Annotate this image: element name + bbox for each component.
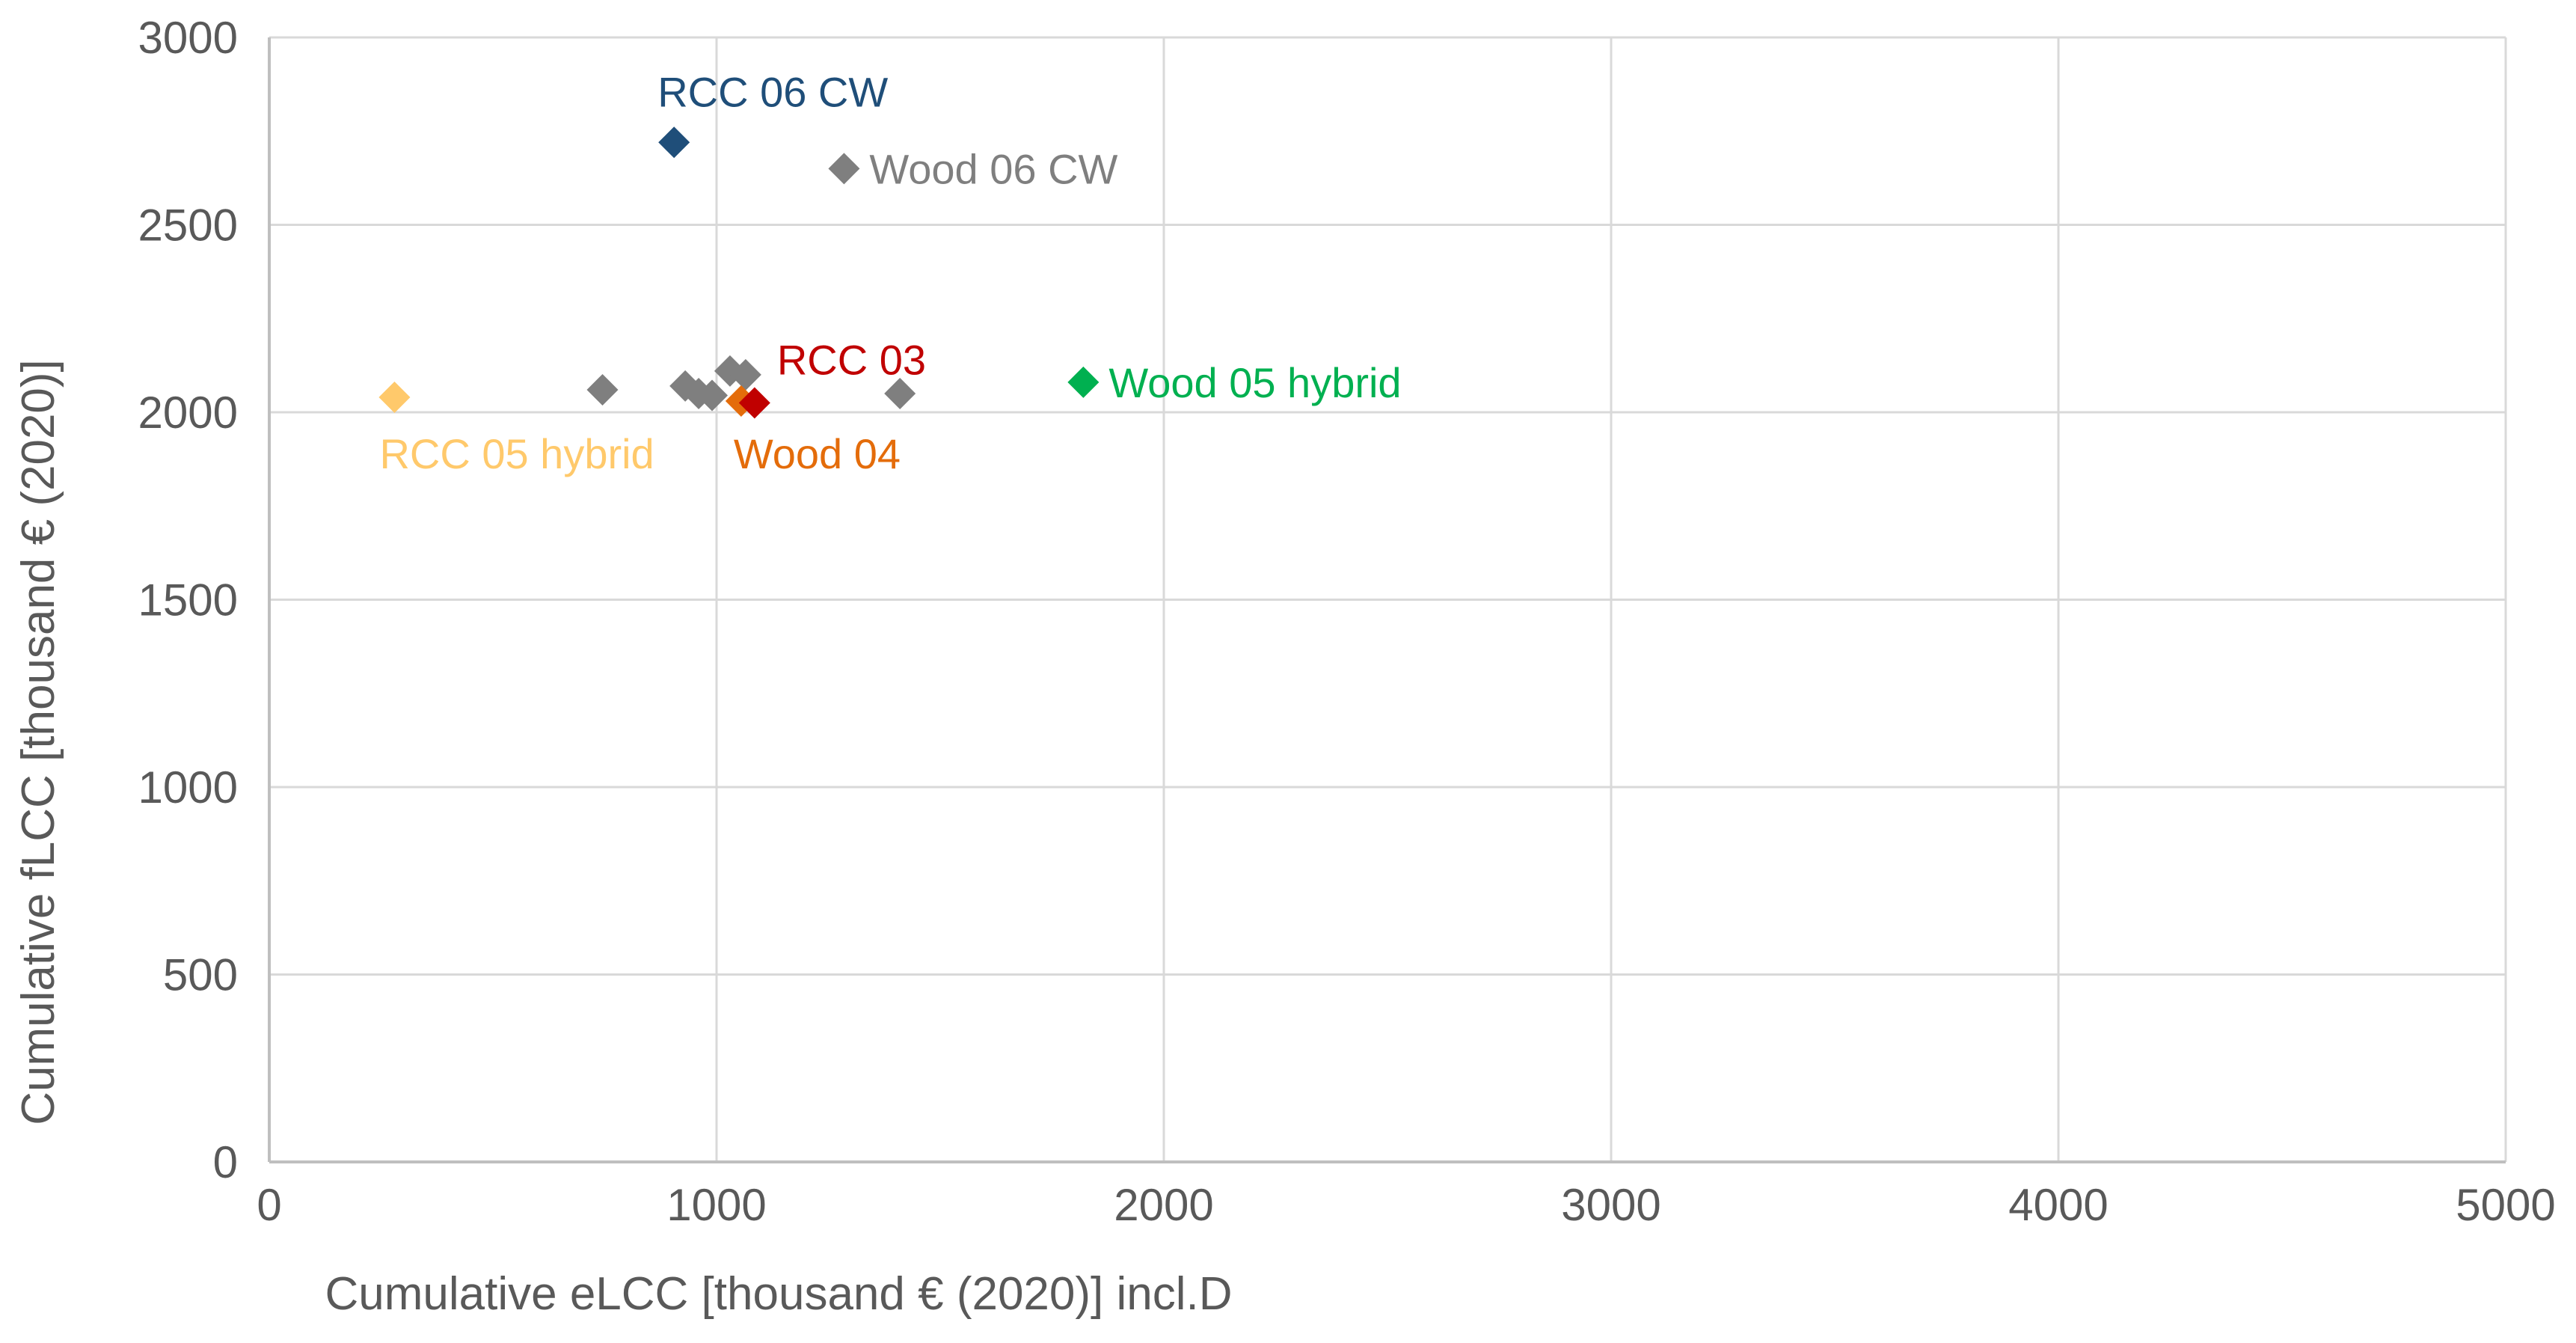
y-tick-label: 1000 (138, 762, 238, 813)
x-tick-label: 1000 (666, 1180, 766, 1230)
data-point (586, 373, 619, 406)
data-point (378, 381, 411, 413)
data-point (828, 153, 860, 185)
y-tick-label: 1500 (138, 575, 238, 625)
data-point (696, 379, 729, 412)
x-tick-label: 5000 (2456, 1180, 2555, 1230)
y-tick-label: 2500 (138, 201, 238, 251)
x-tick-label: 4000 (2008, 1180, 2108, 1230)
y-tick-label: 0 (213, 1137, 238, 1187)
data-point (729, 358, 761, 391)
point-label: RCC 03 (777, 336, 926, 383)
point-labels: RCC 05 hybrid RCC 06 CW Wood 04 RCC 03 Wood … (379, 68, 1401, 477)
x-tick-label: 3000 (1561, 1180, 1660, 1230)
x-tick-label: 0 (257, 1180, 281, 1230)
data-point (1067, 366, 1100, 398)
point-label: RCC 05 hybrid (379, 430, 654, 477)
point-label: Wood 05 hybrid (1108, 359, 1401, 406)
tick-labels: 0 500 1000 1500 2000 2500 3000 0 1000 2000 3000 400… (138, 13, 2556, 1230)
point-label: RCC 06 CW (657, 68, 888, 115)
y-axis-title: Cumulative fLCC [thousand € (2020)] (13, 359, 64, 1125)
data-points (378, 126, 1100, 419)
point-label: Wood 06 CW (869, 145, 1117, 192)
axes (268, 37, 2506, 1163)
data-point (884, 377, 916, 409)
grid (269, 36, 2507, 1162)
point-label: Wood 04 (734, 430, 901, 477)
x-tick-label: 2000 (1114, 1180, 1213, 1230)
data-point (658, 126, 690, 159)
y-tick-label: 3000 (138, 13, 238, 63)
x-axis-title: Cumulative eLCC [thousand € (2020)] incl… (325, 1268, 1232, 1320)
y-tick-label: 2000 (138, 388, 238, 438)
data-point (738, 387, 770, 419)
y-tick-label: 500 (163, 950, 238, 1000)
